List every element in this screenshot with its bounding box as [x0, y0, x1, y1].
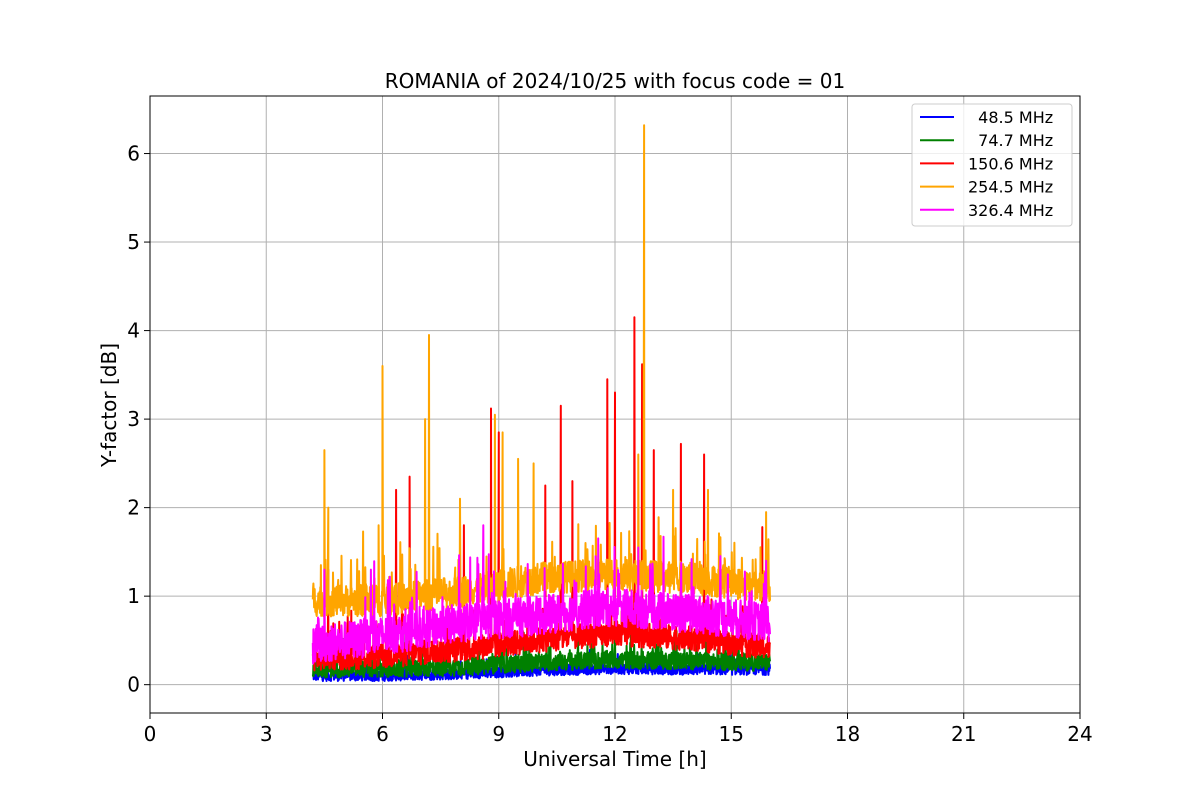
y-tick-label: 1	[127, 584, 140, 608]
y-tick-label: 5	[127, 230, 140, 254]
y-tick-label: 4	[127, 319, 140, 343]
x-tick-label: 21	[951, 722, 976, 746]
legend-label: 254.5 MHz	[968, 178, 1053, 197]
legend: 48.5 MHz 74.7 MHz 150.6 MHz 254.5 MHz 326.4…	[911, 103, 1073, 227]
series-line	[311, 524, 771, 665]
y-axis-label: Y-factor [dB]	[97, 343, 121, 468]
series-4	[311, 524, 771, 665]
x-tick-label: 12	[602, 722, 627, 746]
series-2	[311, 316, 771, 672]
x-tick-label: 18	[835, 722, 860, 746]
y-tick-layer: 0 1 2 3 4 5 6	[127, 142, 150, 697]
x-axis-label: Universal Time [h]	[523, 747, 706, 771]
x-tick-layer: 0 3 6 9 12 15 18 21 24	[144, 713, 1093, 746]
series-layer	[311, 124, 771, 683]
x-tick-label: 9	[492, 722, 505, 746]
legend-label: 74.7 MHz	[968, 131, 1053, 150]
legend-label: 326.4 MHz	[968, 201, 1053, 220]
legend-label: 48.5 MHz	[968, 108, 1053, 127]
legend-box	[911, 103, 1073, 227]
series-line	[311, 316, 771, 672]
chart-title: ROMANIA of 2024/10/25 with focus code = …	[385, 69, 845, 93]
y-tick-label: 2	[127, 496, 140, 520]
y-tick-label: 0	[127, 673, 140, 697]
legend-label: 150.6 MHz	[968, 154, 1053, 173]
y-tick-label: 3	[127, 407, 140, 431]
x-tick-label: 15	[719, 722, 744, 746]
x-tick-label: 6	[376, 722, 389, 746]
y-tick-label: 6	[127, 142, 140, 166]
x-tick-label: 0	[144, 722, 157, 746]
x-tick-label: 24	[1067, 722, 1092, 746]
x-tick-label: 3	[260, 722, 273, 746]
series-line	[311, 625, 771, 679]
